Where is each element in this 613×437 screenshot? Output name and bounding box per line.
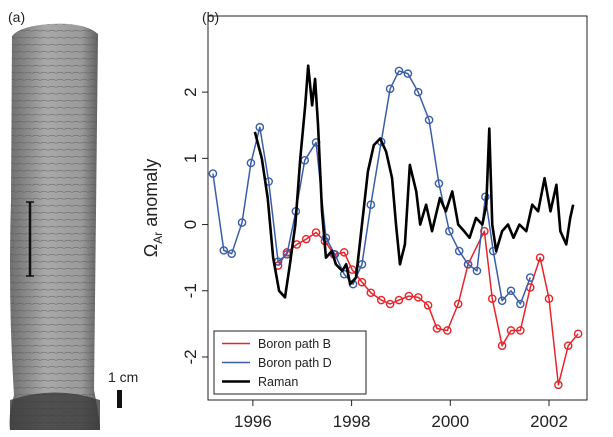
data-point: [506, 286, 516, 296]
data-point: [554, 380, 563, 390]
data-point: [434, 179, 444, 188]
data-point: [472, 266, 482, 276]
data-point: [227, 249, 236, 258]
coral-bands: [9, 23, 100, 430]
data-point: [311, 228, 321, 237]
data-point: [246, 158, 256, 168]
data-point: [339, 248, 349, 257]
y-label-symbol: Ω: [141, 244, 161, 257]
data-point: [454, 246, 464, 256]
coral-image: [9, 23, 122, 430]
data-point: [376, 295, 386, 305]
data-point: [516, 299, 525, 309]
data-point: [443, 326, 452, 335]
legend-label: Boron path B: [258, 337, 331, 351]
series-line: [253, 64, 575, 299]
data-point: [506, 326, 516, 335]
x-tick-label: 2000: [431, 412, 469, 431]
scale-label: 1 cm: [108, 369, 138, 385]
data-point: [208, 169, 218, 178]
series-line: [212, 70, 531, 305]
data-point: [385, 84, 395, 94]
data-point: [453, 299, 463, 309]
y-tick-label: 0: [181, 220, 200, 229]
y-label-subscript: Ar: [151, 232, 165, 244]
y-axis-label: ΩAr anomaly: [141, 159, 165, 258]
data-point: [535, 253, 545, 262]
data-point: [563, 341, 573, 351]
data-point: [423, 301, 433, 310]
data-point: [404, 291, 414, 301]
data-point: [516, 326, 525, 335]
x-tick-label: 1996: [234, 412, 272, 431]
data-point: [403, 69, 413, 78]
data-point: [366, 288, 376, 298]
data-point: [357, 277, 367, 287]
y-tick-label: -2: [181, 349, 200, 364]
data-point: [413, 293, 423, 302]
data-point: [366, 200, 376, 209]
data-point: [321, 233, 331, 243]
data-point: [255, 122, 265, 132]
data-point: [394, 295, 404, 305]
x-tick-label: 1998: [333, 412, 371, 431]
coral-base: [10, 392, 100, 430]
data-point: [573, 329, 583, 339]
scale-bar: [117, 390, 122, 408]
plot-frame: [207, 15, 588, 401]
y-tick-label: -1: [181, 283, 200, 298]
data-point: [463, 259, 473, 269]
data-point: [487, 294, 497, 304]
data-point: [301, 234, 311, 244]
data-point: [413, 87, 423, 97]
data-point: [219, 246, 229, 255]
data-point: [394, 66, 404, 76]
data-point: [432, 324, 442, 333]
data-point: [497, 296, 507, 305]
data-point: [497, 341, 507, 351]
x-tick-label: 2002: [530, 412, 568, 431]
y-tick-label: 1: [181, 154, 200, 163]
data-point: [544, 294, 554, 304]
data-point: [424, 115, 434, 125]
legend-label: Raman: [258, 375, 298, 389]
panel-label: (b): [202, 9, 219, 25]
data-point: [385, 299, 395, 309]
plot-area: 1996 1998 2000 2002 -2 -1 0 1 2 Boron path B Boron…: [181, 15, 588, 431]
data-point: [525, 273, 535, 282]
data-point: [237, 218, 247, 227]
panel-label: (a): [8, 9, 25, 25]
legend-label: Boron path D: [258, 356, 332, 370]
y-tick-label: 2: [181, 87, 200, 96]
data-point: [445, 226, 454, 236]
series-line: [277, 230, 579, 386]
y-label-text: anomaly: [141, 159, 161, 227]
